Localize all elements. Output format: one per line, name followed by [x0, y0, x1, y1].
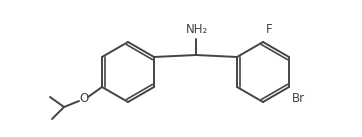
Text: O: O — [79, 92, 89, 105]
Text: Br: Br — [292, 92, 305, 105]
Text: F: F — [266, 23, 273, 36]
Text: NH₂: NH₂ — [186, 23, 208, 36]
